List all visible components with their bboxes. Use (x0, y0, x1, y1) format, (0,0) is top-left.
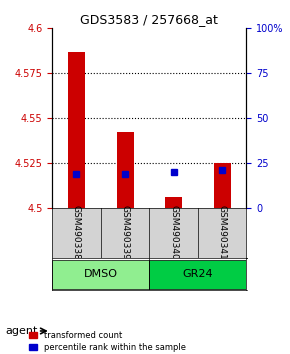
Bar (165, 197, 182, 208)
Bar (68, 52, 85, 208)
Title: GDS3583 / 257668_at: GDS3583 / 257668_at (80, 13, 218, 26)
FancyBboxPatch shape (149, 259, 246, 289)
Bar (214, 163, 231, 208)
FancyBboxPatch shape (52, 259, 149, 289)
Text: GSM490339: GSM490339 (121, 205, 130, 260)
Bar (117, 132, 134, 208)
Text: GR24: GR24 (183, 269, 213, 279)
Legend: transformed count, percentile rank within the sample: transformed count, percentile rank withi… (27, 330, 188, 353)
Text: GSM490340: GSM490340 (169, 205, 178, 260)
Text: GSM490338: GSM490338 (72, 205, 81, 260)
Text: DMSO: DMSO (84, 269, 118, 279)
Text: GSM490341: GSM490341 (218, 205, 227, 260)
Text: agent: agent (6, 326, 38, 336)
